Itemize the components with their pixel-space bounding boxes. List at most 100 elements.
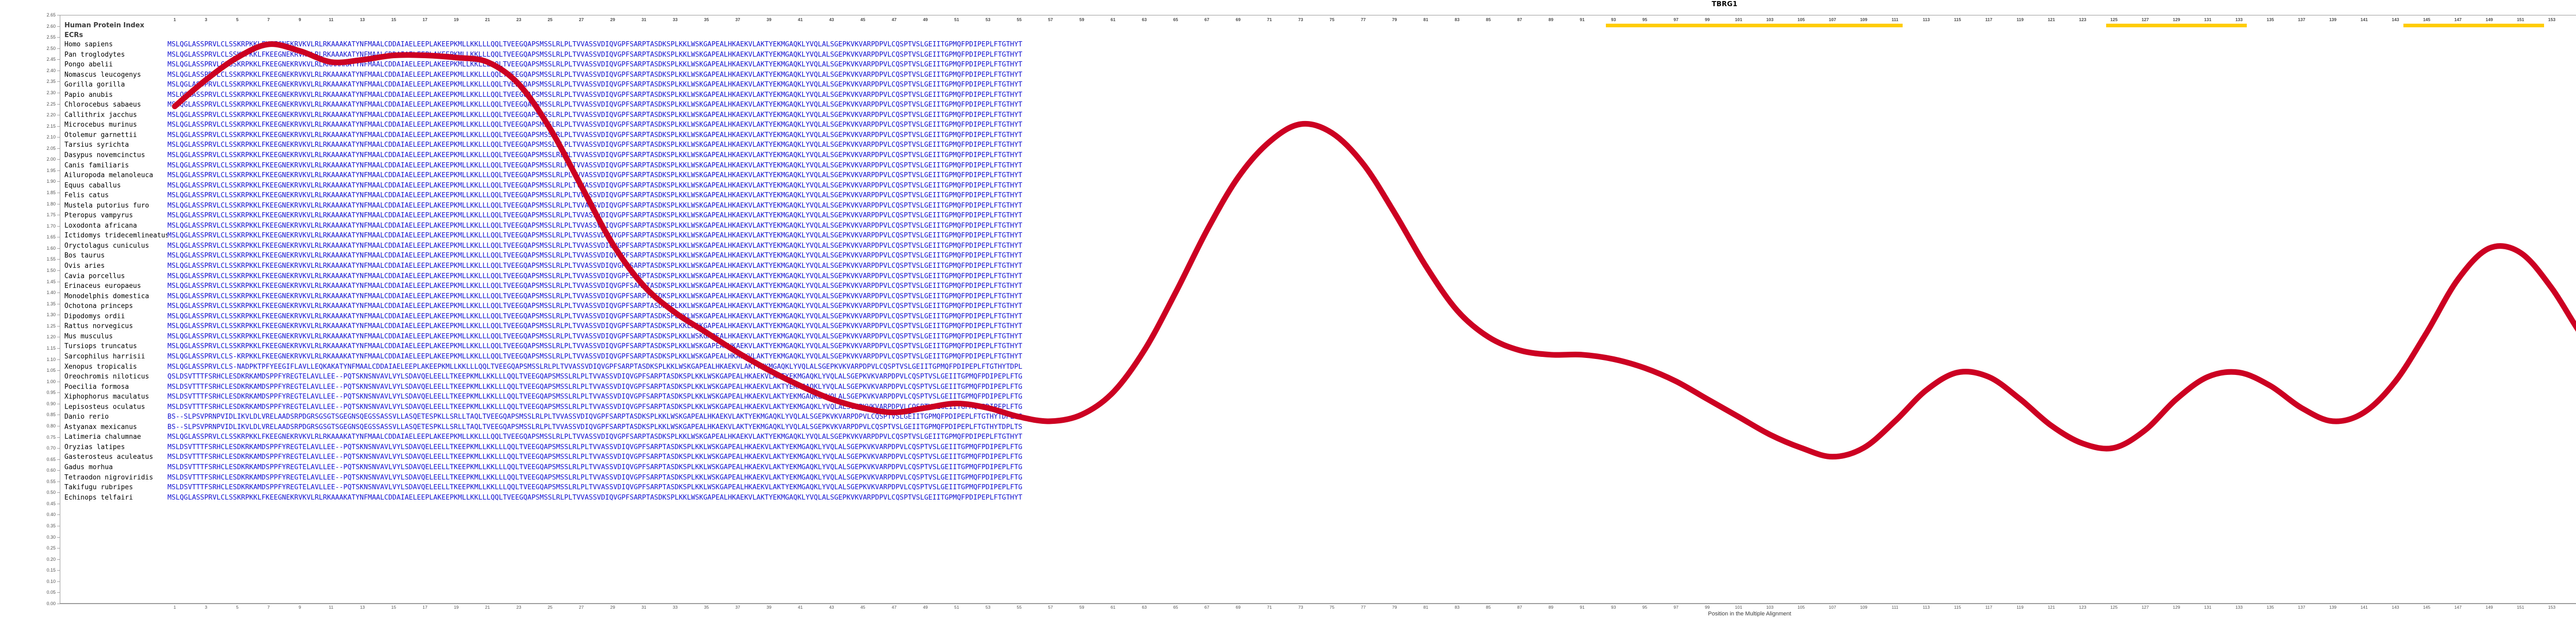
species-name-row[interactable]: Loxodonta africana [64,221,137,230]
alignment-sequence-row[interactable]: MSLQGLASSPRVLCLSSKRPKKLFKEEGNEKRVKVLRLRK… [167,141,1023,149]
alignment-sequence-row[interactable]: MSLDSVTTTFSRHCLESDKRKAMDSPPFYREGTELAVLLE… [167,473,1023,482]
alignment-sequence-row[interactable]: BS--SLPSVPRNPVIDLIKVLDLVRELAADSRPDGRSGSG… [167,413,1023,421]
species-name-row[interactable]: Canis familiaris [64,161,129,169]
species-name-row[interactable]: Ictidomys tridecemlineatus [64,232,167,240]
species-name-row[interactable]: Ailuropoda melanoleuca [64,171,154,180]
alignment-sequence-row[interactable]: MSLQGLASSPRVLCLS-NADPKTPFYEEGIFLAVLLEQKA… [167,363,1023,371]
alignment-sequence-row[interactable]: MSLQGLASSPRVLCLSSKRPKKLFKEEGNEKRVKVLRLRK… [167,151,1023,160]
y-axis-tick-label: 2.00 [46,157,56,162]
alignment-sequence-row[interactable]: MSLQGLASSPRVLCLSSKRPKKLFKEEGNEKRVKVLRLRK… [167,121,1023,129]
alignment-sequence-row[interactable]: MSLQGLASSPRVLCLSSKRPKKLFKEEGNEKRVKVLRLRK… [167,282,1023,290]
species-name-row[interactable]: Cavia porcellus [64,272,125,280]
species-name-row[interactable]: Monodelphis domestica [64,292,149,300]
alignment-sequence-row[interactable]: MSLDSVTTTFSRHCLESDKRKAMDSPPFYREGTELAVLLE… [167,393,1023,401]
species-name-row[interactable]: Tursiops truncatus [64,342,137,351]
alignment-sequence-row[interactable]: MSLQGLASSPRVLCLSSKRPKKLFKEEGNEKRVKVLRLRK… [167,342,1023,351]
species-name-row[interactable]: Lepisosteus oculatus [64,403,145,411]
alignment-sequence-row[interactable]: MSLDSVTTTFSRHCLESDKRKAMDSPPFYREGTELAVLLE… [167,383,1023,391]
alignment-sequence-row[interactable]: MSLQGLASSPRVLCLSSKRPKKLFKEEGNEKRVKVLRLRK… [167,71,1023,79]
position-tick-label: 95 [1642,605,1648,610]
alignment-sequence-row[interactable]: MSLQGLASSPRVLCLSSKRPKKLFKEEGNEKRVKVLRLRK… [167,232,1023,240]
alignment-sequence-row[interactable]: MSLQGLASSPRVLCLSSKRPKKLFKEEGNEKRVKVLRLRK… [167,81,1023,89]
alignment-sequence-row[interactable]: MSLQGLASSPRVLCLSSKRPKKLFKEEGNEKRVKVLRLRK… [167,131,1023,139]
species-name-row[interactable]: Takifugu rubripes [64,484,133,492]
species-name-row[interactable]: Bos taurus [64,252,105,260]
species-name-row[interactable]: Oryctolagus cuniculus [64,242,149,250]
species-name-row[interactable]: Ochotona princeps [64,302,133,311]
species-name-row[interactable]: Xenopus tropicalis [64,363,137,371]
species-name-row[interactable]: Otolemur garnettii [64,131,137,139]
species-name-row[interactable]: Ovis aries [64,262,105,270]
alignment-sequence-row[interactable]: MSLQGLASSPRVLCLSSKRPKKLFKEEGNEKRVKVLRLRK… [167,292,1023,300]
ecr-bar[interactable] [2403,24,2544,27]
species-name-row[interactable]: Dipodomys ordii [64,312,125,320]
species-name-row[interactable]: Echinops telfairi [64,493,133,502]
species-name-row[interactable]: Homo sapiens [64,41,113,48]
ecr-track[interactable] [60,24,2576,27]
alignment-sequence-row[interactable]: MSLQGLASSPRVLCLSSKRPKKLFKEEGNEKRVKVLRLRK… [167,201,1023,210]
alignment-sequence-row[interactable]: MSLDSVTTTFSRHCLESDKRKAMDSPPFYREGTELAVLLE… [167,403,1023,411]
alignment-sequence-row[interactable]: MSLQGLASSPRVLCLSSKRPKKLFKEEGNEKRVKVLRLRK… [167,181,1023,190]
alignment-sequence-row[interactable]: MSLQGLASSPRVLCLSSKRPKKLFKEEGNEKRVKVLRLRK… [167,41,1023,48]
species-name-row[interactable]: Pteropus vampyrus [64,212,133,220]
alignment-sequence-row[interactable]: MSLQGLASSPRVLCLSSKRPKKLFKEEGNEKRVKVLRLRK… [167,302,1023,311]
species-name-row[interactable]: Tetraodon nigroviridis [64,473,154,482]
alignment-sequence-row[interactable]: QSLDSVTTTFSRHCLESDKRKAMDSPPFYREGTELAVLLE… [167,373,1023,381]
alignment-sequence-row[interactable]: MSLQGLASSPRVLCLSSKRPKKLFKEEGNEKRVKVLRLRK… [167,252,1023,260]
alignment-sequence-row[interactable]: MSLQGLASSPRVLCLSSKRPKKLFKEEGNEKRVKVLRLRK… [167,312,1023,320]
alignment-sequence-row[interactable]: MSLQGLASSPRVLCLSSKRPKKLFKEEGNEKRVKVLRLRK… [167,272,1023,280]
species-name-row[interactable]: Oryzias latipes [64,443,125,451]
species-name-row[interactable]: Erinaceus europaeus [64,282,141,290]
species-name-row[interactable]: Tarsius syrichta [64,141,129,149]
species-name-row[interactable]: Mustela putorius furo [64,201,149,210]
alignment-sequence-row[interactable]: MSLDSVTTTFSRHCLESDKRKAMDSPPFYREGTELAVLLE… [167,453,1023,461]
alignment-sequence-row[interactable]: BS--SLPSVPRNPVIDLIKVLDLVRELAADSRPDGRSGSG… [167,423,1023,431]
species-name-row[interactable]: Chlorocebus sabaeus [64,101,141,109]
species-name-row[interactable]: Astyanax mexicanus [64,423,137,431]
species-name-row[interactable]: Oreochromis niloticus [64,373,149,381]
alignment-sequence-row[interactable]: MSLDSVTTTFSRHCLESDKRKAMDSPPFYREGTELAVLLE… [167,484,1023,492]
species-name-row[interactable]: Callithrix jacchus [64,111,137,119]
species-name-row[interactable]: Felis catus [64,192,109,200]
alignment-sequence-row[interactable]: MSLQGLASSPRVLCLSSKRPKKLFKEEGNEKRVKVLRLRK… [167,332,1023,340]
alignment-sequence-row[interactable]: MSLQGLASSPRVLCLSSKRPKKLFKEEGNEKRVKVLRLRK… [167,433,1023,441]
alignment-sequence-row[interactable]: MSLQGLASSPRVLCLSSKRPKKLFKEEGNEKRVKVLRLRK… [167,221,1023,230]
species-name-row[interactable]: Poecilia formosa [64,383,129,391]
alignment-sequence-row[interactable]: MSLQGLASSPRVLCLSSKRPKKLFKEEGNEKRVKVLRLRK… [167,171,1023,180]
alignment-sequence-row[interactable]: MSLQGLASSPRVLCLSSKRPKKLFKEEGNEKRVKVLRLRK… [167,61,1023,69]
species-name-row[interactable]: Papio anubis [64,91,113,99]
species-name-row[interactable]: Microcebus murinus [64,121,137,129]
ecr-bar[interactable] [1605,24,1903,27]
alignment-sequence-row[interactable]: MSLQGLASSPRVLCLS-KRPKKLFKEEGNEKRVKVLRLRK… [167,352,1023,360]
species-name-row[interactable]: Equus caballus [64,181,121,190]
species-name-row[interactable]: Gadus morhua [64,463,113,471]
alignment-sequence-row[interactable]: MSLQGLASSPRVLCLSSKRPKKLFKEEGNEKRVKVLRLRK… [167,111,1023,119]
y-axis-tick-label: 0.10 [46,578,56,584]
species-name-row[interactable]: Mus musculus [64,332,113,340]
alignment-sequence-row[interactable]: MSLQGLASSPRVLCLSSKRPKKLFKEEGNEKRVKVLRLRK… [167,262,1023,270]
alignment-sequence-row[interactable]: MSLDSVTTTFSRHCLESDKRKAMDSPPFYREGTELAVLLE… [167,443,1023,451]
alignment-sequence-row[interactable]: MSLQGLASSPRVLCLSSKRPKKLFKEEGNEKRVKVLRLRK… [167,161,1023,169]
species-name-row[interactable]: Rattus norvegicus [64,322,133,331]
alignment-sequence-row[interactable]: MSLQGLASSPRVLCLSSKRPKKLFKEEGNEKRVKVLRLRK… [167,242,1023,250]
ecr-bar[interactable] [2106,24,2247,27]
species-name-row[interactable]: Dasypus novemcinctus [64,151,145,160]
alignment-sequence-row[interactable]: MSLQGLASSPRVLCLSSKRPKKLFKEEGNEKRVKVLRLRK… [167,192,1023,200]
species-name-row[interactable]: Pan troglodytes [64,50,125,59]
species-name-row[interactable]: Sarcophilus harrisii [64,352,145,360]
alignment-sequence-row[interactable]: MSLDSVTTTFSRHCLESDKRKAMDSPPFYREGTELAVLLE… [167,463,1023,471]
y-axis-tick-label: 2.10 [46,134,56,140]
alignment-sequence-row[interactable]: MSLQGLASSPRVLCLSSKRPKKLFKEEGNEKRVKVLRLRK… [167,101,1023,109]
species-name-row[interactable]: Pongo abelii [64,61,113,69]
alignment-sequence-row[interactable]: MSLQGLASSPRVLCLSSKRPKKLFKEEGNEKRVKVLRLRK… [167,322,1023,331]
species-name-row[interactable]: Xiphophorus maculatus [64,393,149,401]
species-name-row[interactable]: Danio rerio [64,413,109,421]
alignment-sequence-row[interactable]: MSLQGLASSPRVLCLSSKRPKKLFKEEGNEKRVKVLRLRK… [167,91,1023,99]
species-name-row[interactable]: Nomascus leucogenys [64,71,141,79]
species-name-row[interactable]: Gasterosteus aculeatus [64,453,154,461]
species-name-row[interactable]: Latimeria chalumnae [64,433,141,441]
species-name-row[interactable]: Gorilla gorilla [64,81,125,89]
alignment-sequence-row[interactable]: MSLQGLASSPRVLCLSSKRPKKLFKEEGNEKRVKVLRLRK… [167,212,1023,220]
alignment-sequence-row[interactable]: MSLQGLASSPRVLCLSSKRPKKLFKEEGNEKRVKVLRLRK… [167,493,1023,502]
alignment-sequence-row[interactable]: MSLQGLASSPRVLCLSSKRPKKLFKEEGNEKRVKVLRLRK… [167,50,1023,59]
